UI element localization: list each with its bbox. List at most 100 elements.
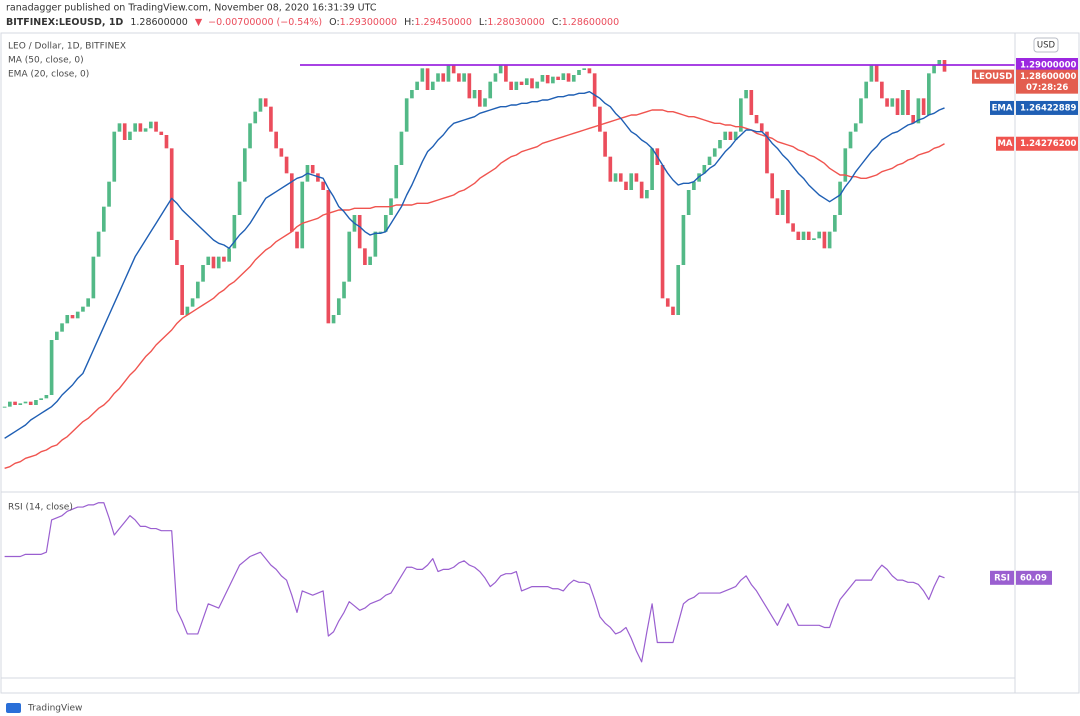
candle [477, 90, 482, 107]
candle [316, 173, 320, 182]
currency-badge [1033, 37, 1059, 53]
candle [242, 148, 247, 182]
candle [577, 70, 581, 75]
candle [921, 98, 926, 115]
marks [2, 60, 1015, 663]
candle [310, 165, 315, 174]
ohlc-value: 1.28030000 [487, 17, 544, 28]
candle [2, 406, 7, 408]
candle [739, 98, 743, 132]
candle [8, 401, 12, 407]
ohlc-value: 1.28600000 [562, 17, 619, 28]
candle [629, 173, 634, 190]
candle [410, 90, 414, 99]
badge-value: 1.24276200 [1020, 139, 1077, 149]
candle [796, 231, 801, 240]
brand-logo [6, 703, 21, 713]
candle [44, 395, 49, 399]
candle [237, 181, 242, 215]
candle [284, 156, 289, 174]
ohlc-label: H: [404, 17, 414, 28]
candle [911, 115, 916, 124]
candle [890, 98, 895, 107]
candle [190, 298, 195, 307]
published-line: ranadagger published on TradingView.com,… [6, 3, 377, 14]
candle [34, 400, 38, 405]
candle [425, 68, 430, 90]
candle [686, 190, 691, 215]
ohlc-label: C: [552, 17, 562, 28]
candle [744, 90, 748, 99]
candle [702, 165, 707, 174]
candle [519, 81, 524, 85]
candle [133, 123, 137, 132]
candle [373, 231, 378, 257]
badge-value-box [1016, 100, 1078, 115]
badge-value-box [1016, 69, 1078, 94]
price: 1.28600000 [130, 17, 187, 28]
candle [347, 231, 352, 282]
candle [869, 65, 874, 82]
candle [138, 123, 143, 132]
candle [853, 123, 858, 132]
candle [535, 81, 540, 89]
candle [300, 181, 305, 249]
candle [436, 73, 440, 82]
candle [634, 173, 639, 182]
candle [848, 131, 853, 149]
candle [206, 256, 211, 265]
candle [545, 75, 550, 84]
candle [331, 315, 336, 324]
candle [175, 240, 179, 265]
candle [561, 73, 566, 80]
candle [613, 173, 618, 182]
badge-value: 1.28600000 [1020, 72, 1077, 82]
candle [404, 98, 409, 132]
symbol: BITFINEX:LEOUSD, 1D [6, 17, 123, 28]
candle [932, 65, 936, 74]
candle [566, 73, 571, 82]
candle [749, 90, 754, 115]
candle [874, 65, 879, 82]
badge-value-box [1016, 570, 1052, 585]
candle [169, 148, 174, 240]
candle [509, 81, 513, 90]
candle [608, 156, 613, 182]
overlay: LEO / Dollar, 1D, BITFINEX MA (50, close… [0, 32, 1080, 694]
candle [827, 231, 832, 249]
candle [222, 256, 226, 262]
candle [812, 238, 816, 240]
candle [180, 265, 184, 315]
arrow: ▼ [195, 17, 203, 28]
resistance-badge [1016, 58, 1078, 72]
indicator-line [4, 90, 945, 439]
candle [420, 68, 425, 82]
currency: USD [1037, 41, 1056, 51]
badge-value: 60.09 [1020, 573, 1047, 583]
badge-value: 1.26422889 [1020, 103, 1077, 113]
candle [786, 190, 790, 224]
candle [618, 173, 623, 182]
candle [227, 248, 231, 262]
candle [833, 215, 837, 232]
candle [524, 78, 529, 85]
candle [23, 401, 28, 404]
candle [342, 281, 346, 299]
candle [117, 123, 122, 132]
candle [759, 123, 764, 132]
ohlc-label: O: [329, 17, 340, 28]
candle [279, 148, 284, 157]
candle [916, 98, 921, 124]
candle [70, 315, 75, 319]
candle [645, 190, 649, 199]
candle [164, 135, 169, 149]
candle [232, 215, 237, 249]
candle [289, 173, 294, 232]
candle [880, 81, 884, 99]
candle [54, 331, 59, 340]
candle [462, 73, 466, 82]
candle [498, 65, 503, 74]
candle [154, 121, 158, 132]
candle [718, 140, 722, 149]
